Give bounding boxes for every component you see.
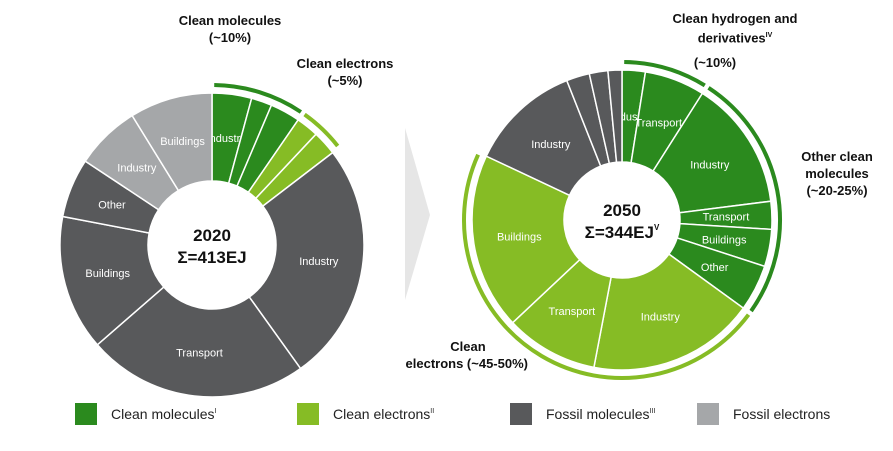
center-year: 2020 bbox=[193, 226, 231, 245]
legend-label: Clean electrons bbox=[333, 406, 431, 422]
center-total: Σ=413EJ bbox=[177, 248, 246, 267]
category-bracket-arc bbox=[214, 83, 303, 114]
legend-swatch bbox=[697, 403, 719, 425]
annotation-text: (~10%) bbox=[693, 55, 737, 71]
annotation-text: (~10%) bbox=[208, 30, 252, 45]
donut-hole bbox=[148, 181, 276, 309]
slice-label: Buildings bbox=[497, 231, 542, 243]
slice-label: Industry bbox=[207, 133, 247, 145]
annotation-2050-clean-electrons: Clean electrons (~45-50%) bbox=[368, 338, 528, 372]
annotation-text: Clean hydrogen and bbox=[672, 11, 798, 26]
slice-label: Industry bbox=[641, 312, 681, 324]
legend-label: Fossil electrons bbox=[733, 406, 831, 422]
donut-2050: Industry Transport Industry Transport Buildi… bbox=[462, 60, 782, 380]
legend-item-clean-molecules: Clean molecules I bbox=[75, 403, 216, 425]
category-bracket-arc bbox=[707, 86, 782, 313]
transition-arrow bbox=[405, 128, 430, 300]
annotation-text: Clean electrons bbox=[296, 56, 394, 71]
slice-label: Other bbox=[701, 262, 729, 274]
slice-label: Buildings bbox=[702, 234, 747, 246]
slice-label: Buildings bbox=[85, 268, 130, 280]
legend: Clean molecules I Clean electrons II Fossi… bbox=[0, 403, 893, 427]
annotation-text: electrons (~45-50%) bbox=[405, 356, 528, 371]
annotation-text: Clean bbox=[450, 339, 486, 354]
legend-footnote: III bbox=[649, 407, 656, 415]
annotation-2020-clean-molecules: Clean molecules (~10%) bbox=[150, 12, 310, 46]
annotation-2020-clean-electrons: Clean electrons (~5%) bbox=[275, 55, 415, 89]
legend-label: Fossil molecules bbox=[546, 406, 650, 422]
annotation-2050-clean-hydrogen: Clean hydrogen and derivativesIV (~10%) bbox=[640, 10, 830, 71]
legend-footnote: I bbox=[214, 407, 217, 415]
category-bracket-arc bbox=[462, 153, 751, 380]
annotation-footnote: IV bbox=[765, 32, 773, 39]
annotation-2050-other-clean-molecules: Other clean molecules (~20-25%) bbox=[782, 148, 892, 199]
annotation-text: molecules bbox=[805, 166, 869, 181]
legend-item-clean-electrons: Clean electrons II bbox=[297, 403, 434, 425]
annotation-text: Clean molecules bbox=[178, 13, 282, 28]
slice-label: Buildings bbox=[160, 136, 205, 148]
legend-swatch bbox=[75, 403, 97, 425]
slice-label: Transport bbox=[635, 118, 682, 130]
category-bracket-arc bbox=[303, 112, 340, 148]
legend-footnote: II bbox=[430, 407, 435, 415]
slice-label: Transport bbox=[549, 306, 596, 318]
slice-label: Other bbox=[98, 199, 126, 211]
slice-label: Industry bbox=[531, 139, 571, 151]
center-total: Σ=344EJV bbox=[585, 223, 660, 242]
annotation-text: derivatives bbox=[697, 30, 766, 46]
slice-label: Industry bbox=[299, 256, 339, 268]
donut-2020: Industry Industry Transport Buildings Other I… bbox=[59, 83, 365, 398]
annotation-text: Other clean bbox=[801, 149, 873, 164]
legend-label: Clean molecules bbox=[111, 406, 215, 422]
legend-item-fossil-molecules: Fossil molecules III bbox=[510, 403, 655, 425]
slice-label: Industry bbox=[690, 159, 730, 171]
legend-swatch bbox=[297, 403, 319, 425]
annotation-text: (~20-25%) bbox=[806, 183, 868, 198]
slice-label: Transport bbox=[176, 347, 223, 359]
category-bracket-arc bbox=[624, 60, 706, 88]
slice-label: Transport bbox=[703, 212, 750, 224]
annotation-text: (~5%) bbox=[327, 73, 363, 88]
slice-label: Industry bbox=[117, 162, 157, 174]
legend-swatch bbox=[510, 403, 532, 425]
legend-item-fossil-electrons: Fossil electrons bbox=[697, 403, 830, 425]
donut-hole bbox=[564, 162, 680, 278]
center-year: 2050 bbox=[603, 201, 641, 220]
